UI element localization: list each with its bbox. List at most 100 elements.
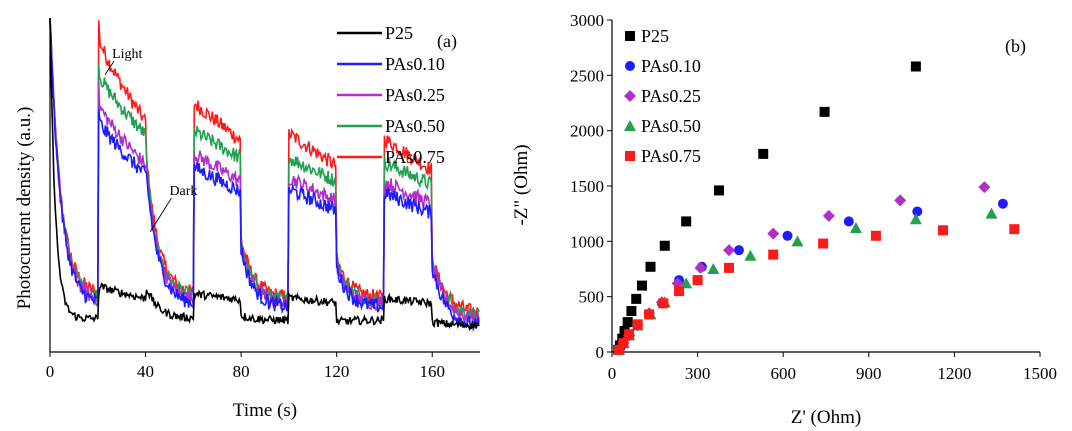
impedance-y-tick-label: 0: [596, 343, 605, 362]
impedance-point-p25: [758, 148, 769, 159]
impedance-point-pas0-10: [733, 245, 744, 256]
impedance-point-pas0-75: [723, 262, 734, 273]
impedance-point-pas0-75: [1009, 224, 1020, 235]
impedance-x-tick-label: 1500: [1023, 364, 1057, 383]
impedance-y-tick-label: 2000: [570, 122, 604, 141]
impedance-legend-marker-pas0-25: [624, 90, 636, 102]
impedance-point-p25: [910, 61, 921, 72]
impedance-y-tick-label: 1000: [570, 232, 604, 251]
impedance-points-group: [613, 61, 1020, 356]
impedance-point-p25: [681, 216, 692, 227]
impedance-point-pas0-50: [707, 263, 720, 274]
impedance-legend: P25 PAs0.10 PAs0.25 PAs0.50 PAs0.75: [624, 26, 701, 166]
impedance-legend-marker-pas0-10: [625, 61, 635, 71]
impedance-point-pas0-75: [658, 298, 669, 309]
photocurrent-legend-label-pas0-10: PAs0.10: [385, 54, 445, 74]
photocurrent-y-axis-label: Photocurrent density (a.u.): [14, 107, 35, 310]
photocurrent-annotations: Light Dark: [104, 47, 197, 232]
impedance-point-pas0-75: [614, 344, 625, 355]
impedance-legend-label-pas0-50: PAs0.50: [641, 116, 701, 136]
impedance-point-pas0-50: [680, 277, 693, 289]
impedance-point-p25: [714, 185, 724, 196]
photocurrent-panel-label: (a): [437, 31, 457, 52]
photocurrent-annotation-pointer: [104, 60, 115, 76]
impedance-point-pas0-50: [909, 213, 922, 225]
impedance-point-pas0-25: [767, 227, 780, 240]
impedance-point-pas0-50: [985, 207, 998, 219]
impedance-panel: 0 300 600 900 1200 1500 0 500 1000 1500 2000 2500 30…: [511, 11, 1057, 428]
photocurrent-x-tick-label: 40: [137, 362, 154, 381]
impedance-legend-label-pas0-75: PAs0.75: [641, 146, 701, 166]
impedance-x-tick-label: 300: [685, 364, 711, 383]
impedance-legend-label-pas0-10: PAs0.10: [641, 56, 701, 76]
impedance-x-tick-label: 900: [856, 364, 882, 383]
impedance-point-p25: [659, 240, 670, 251]
impedance-point-p25: [645, 261, 656, 272]
impedance-point-p25: [636, 280, 647, 291]
impedance-point-pas0-25: [894, 194, 907, 207]
impedance-point-pas0-75: [632, 319, 643, 330]
impedance-y-tick-label: 2500: [570, 66, 604, 85]
impedance-x-tick-label: 600: [770, 364, 796, 383]
impedance-point-pas0-10: [843, 216, 854, 227]
photocurrent-legend-label-pas0-50: PAs0.50: [385, 116, 445, 136]
impedance-point-pas0-75: [618, 338, 629, 349]
photocurrent-x-tick-label: 160: [419, 362, 445, 381]
impedance-point-pas0-50: [744, 249, 757, 261]
impedance-point-pas0-10: [997, 198, 1008, 209]
photocurrent-annotation-pointer: [149, 197, 172, 232]
impedance-point-pas0-75: [768, 249, 779, 260]
photocurrent-series-group: [49, 17, 480, 332]
impedance-point-pas0-25: [822, 209, 835, 222]
impedance-point-pas0-75: [818, 238, 829, 249]
impedance-x-tick-label: 0: [608, 364, 617, 383]
photocurrent-legend-label-p25: P25: [385, 23, 413, 43]
impedance-point-p25: [819, 106, 830, 117]
impedance-point-pas0-75: [692, 275, 703, 286]
photocurrent-x-axis-label: Time (s): [233, 400, 297, 421]
impedance-point-p25: [631, 293, 642, 304]
impedance-y-tick-label: 500: [579, 288, 605, 307]
impedance-legend-label-pas0-25: PAs0.25: [641, 86, 701, 106]
photocurrent-series-pas0-75: [49, 17, 480, 320]
impedance-point-pas0-75: [937, 225, 948, 236]
impedance-point-pas0-10: [912, 206, 923, 217]
impedance-point-pas0-25: [978, 181, 991, 194]
impedance-x-tick-label: 1200: [937, 364, 971, 383]
impedance-point-pas0-25: [722, 244, 735, 257]
impedance-y-tick-label: 3000: [570, 11, 604, 30]
photocurrent-legend-label-pas0-25: PAs0.25: [385, 85, 445, 105]
impedance-point-pas0-50: [849, 222, 862, 234]
impedance-point-pas0-75: [674, 286, 685, 297]
photocurrent-x-tick-label: 0: [46, 362, 55, 381]
impedance-y-tick-label: 1500: [570, 177, 604, 196]
photocurrent-x-tick-label: 80: [233, 362, 250, 381]
impedance-ticks: 0 300 600 900 1200 1500 0 500 1000 1500 2000 2500 30…: [570, 11, 1057, 383]
impedance-x-axis-label: Z' (Ohm): [791, 407, 861, 428]
photocurrent-series-pas0-10: [49, 19, 480, 332]
photocurrent-ticks: 0 40 80 120 160: [46, 352, 445, 381]
impedance-point-p25: [622, 317, 633, 328]
photocurrent-annotation-dark: Dark: [169, 184, 197, 199]
impedance-legend-label-p25: P25: [641, 26, 669, 46]
impedance-point-pas0-75: [624, 329, 635, 340]
impedance-point-pas0-10: [782, 230, 793, 241]
impedance-point-pas0-75: [644, 309, 655, 320]
impedance-y-axis-label: -Z" (Ohm): [511, 144, 532, 225]
impedance-legend-marker-p25: [625, 31, 635, 41]
impedance-point-pas0-25: [694, 261, 707, 274]
photocurrent-annotation-light: Light: [112, 47, 142, 62]
impedance-point-p25: [626, 306, 637, 317]
impedance-point-pas0-75: [870, 230, 881, 241]
photocurrent-legend: P25 PAs0.10 PAs0.25 PAs0.50 PAs0.75: [337, 23, 445, 167]
photocurrent-legend-label-pas0-75: PAs0.75: [385, 147, 445, 167]
photocurrent-series-p25: [49, 17, 480, 332]
photocurrent-x-tick-label: 120: [324, 362, 350, 381]
impedance-panel-label: (b): [1005, 36, 1026, 57]
impedance-point-pas0-50: [791, 235, 804, 247]
photocurrent-axes: [49, 18, 480, 353]
impedance-legend-marker-pas0-50: [624, 120, 636, 131]
impedance-legend-marker-pas0-75: [625, 151, 635, 161]
